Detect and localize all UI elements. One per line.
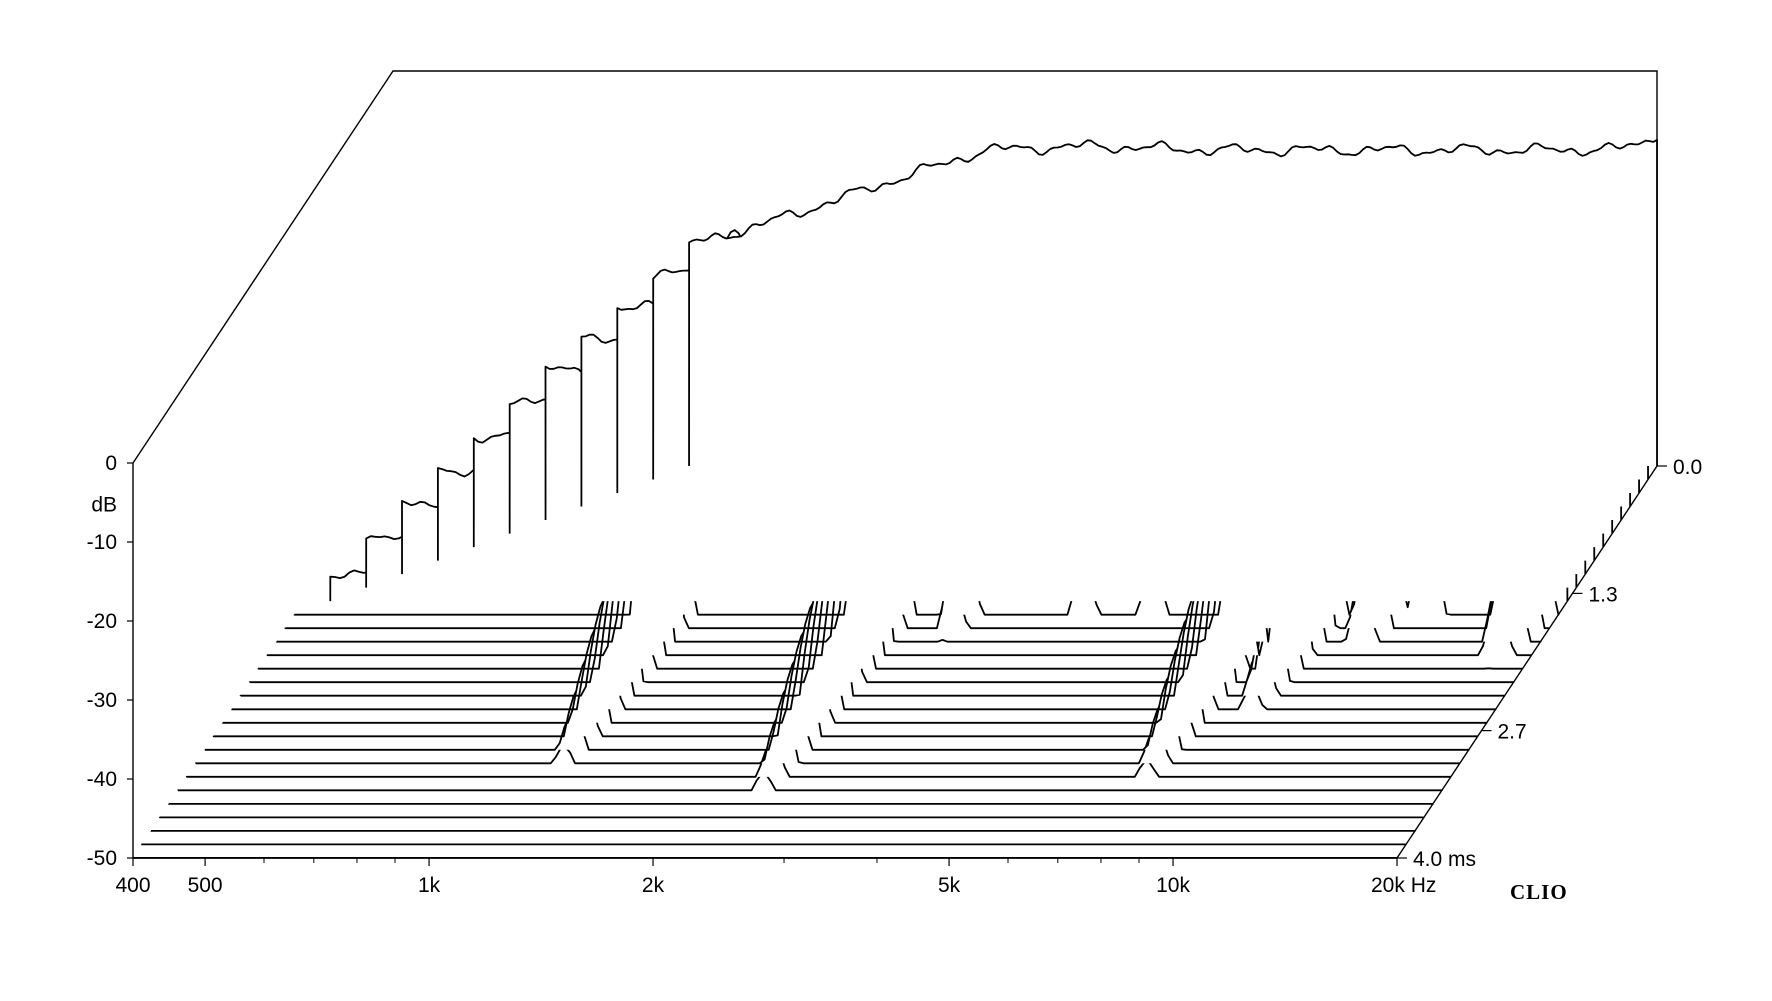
spectral-slice-line [266,488,1533,657]
y-tick-label: -50 [87,847,117,870]
x-tick-label: 5k [938,874,961,897]
time-tick-label: 2.7 [1498,721,1527,744]
spectral-slices [132,139,1658,859]
spectral-slice-line [203,685,1470,751]
time-tick-label: 0.0 [1673,456,1702,479]
x-tick-label: 20k Hz [1371,874,1436,897]
time-axis: 0.0 1.3 2.7 4.0 ms [1397,456,1702,871]
x-tick-label: 2k [642,874,665,897]
y-tick-label: 0 [105,452,117,475]
x-tick-label: 400 [115,874,150,897]
y-tick-label: -30 [87,689,117,712]
y-tick-label: -40 [87,768,117,791]
spectral-slice-line [275,462,1542,643]
spectral-slice-line [239,571,1506,697]
x-axis: 400 500 1k 2k 5k 10k 20k Hz [115,858,1436,897]
spectral-slice-line [212,656,1479,738]
x-tick-label: 500 [188,874,223,897]
slice-fill [689,139,1657,466]
y-axis: 0 -10 -20 -30 -40 -50 dB [87,452,133,870]
x-tick-label: 1k [418,874,441,897]
spectral-slice-line [257,515,1524,670]
y-axis-label: dB [91,494,117,517]
y-tick-label: -20 [87,610,117,633]
spectral-slice-line [284,436,1551,630]
time-axis-line [1396,465,1658,859]
spectral-slice-line [293,410,1560,616]
x-tick-label: 10k [1156,874,1190,897]
spectral-slice-line [688,139,1658,467]
spectral-slice-line [185,743,1452,778]
clio-brand-label: CLIO [1510,880,1568,904]
spectral-slice-line [194,714,1461,765]
spectral-slice-line [230,599,1497,711]
y-tick-label: -10 [87,531,117,554]
spectral-slice-line [221,627,1488,724]
time-tick-label: 4.0 ms [1413,848,1476,871]
spectral-slice-line [248,543,1515,684]
spectral-slice-line [177,773,1443,792]
time-tick-label: 1.3 [1589,583,1618,606]
